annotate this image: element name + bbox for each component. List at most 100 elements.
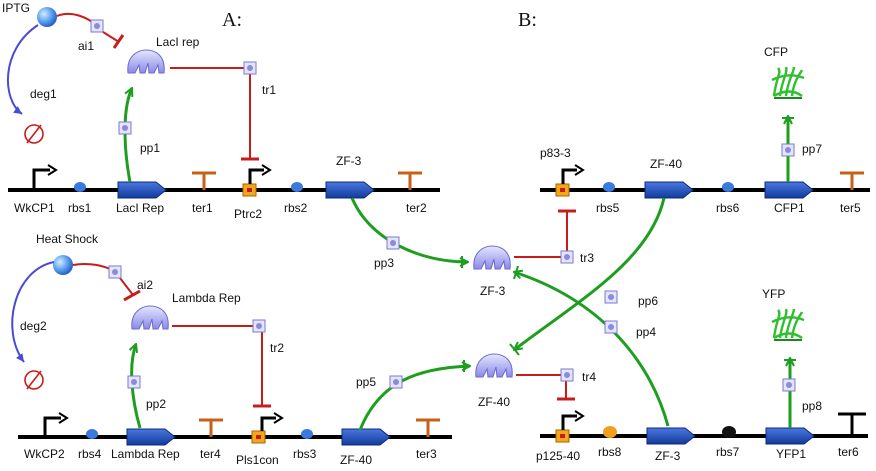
label-ptrc2: Ptrc2 (234, 207, 262, 221)
label-wkcp2: WkCP2 (24, 447, 65, 461)
cds-laci (117, 181, 167, 199)
terminator-ter1 (192, 171, 216, 190)
label-rbs5: rbs5 (596, 201, 620, 215)
label-zf40-protein: ZF-40 (478, 395, 510, 409)
pp7-node (781, 143, 795, 157)
tr1-repression (170, 67, 251, 158)
terminator-ter3 (416, 418, 440, 437)
promoter-wkcp1 (32, 168, 50, 190)
deg2-arrow (11, 261, 55, 363)
terminator-ter2 (398, 171, 422, 190)
label-zf40-b: ZF-40 (650, 157, 682, 171)
rbs5 (603, 182, 615, 192)
pp1-arrow (123, 88, 134, 183)
heat-shock-molecule (53, 255, 73, 275)
label-cfp: CFP (764, 45, 788, 59)
degradation-icon-2 (24, 370, 44, 390)
label-zf3-b: ZF-3 (655, 449, 681, 463)
label-pls1con: Pls1con (236, 453, 279, 467)
label-pp7: pp7 (802, 142, 822, 156)
pp5-node (389, 375, 403, 389)
tr3-repression (514, 212, 568, 258)
zf3-protein (473, 245, 511, 270)
deg1-arrow (6, 24, 39, 115)
label-pp3: pp3 (374, 256, 394, 270)
cds-zf3-b (646, 427, 696, 445)
label-rbs7: rbs7 (716, 445, 740, 459)
cds-cfp1 (764, 181, 814, 199)
label-ter6: ter6 (838, 445, 859, 459)
iptg-molecule (37, 7, 57, 27)
cds-zf40-b (644, 181, 694, 199)
promoter-p83-3 (561, 168, 577, 184)
cfp-fluorescent-protein (770, 65, 806, 100)
label-yfp1: YFP1 (776, 447, 806, 461)
label-rbs6: rbs6 (716, 201, 740, 215)
label-zf3-cds: ZF-3 (336, 154, 362, 168)
label-laci-rep: LacI Rep (116, 201, 164, 215)
pp2-node (127, 375, 141, 389)
zf40-protein (475, 353, 513, 378)
label-tr2: tr2 (270, 341, 284, 355)
label-rbs1: rbs1 (68, 201, 92, 215)
label-lambda-protein: Lambda Rep (172, 291, 241, 305)
tr1-node (243, 61, 257, 75)
label-ter5: ter5 (840, 201, 861, 215)
label-yfp: YFP (762, 287, 785, 301)
label-wkcp1: WkCP1 (14, 201, 55, 215)
ai1-node (90, 19, 104, 33)
label-rbs3: rbs3 (293, 447, 317, 461)
label-lambda-rep: Lambda Rep (111, 447, 180, 461)
laci-protein (127, 49, 165, 74)
label-iptg: IPTG (2, 1, 30, 15)
label-p125-40: p125-40 (536, 449, 580, 463)
tr2-repression (172, 325, 263, 405)
pp5-arrow (358, 366, 470, 431)
cds-yfp1 (765, 427, 815, 445)
terminator-ter5 (840, 171, 864, 190)
rbs7 (722, 426, 736, 438)
panel-a-label: A: (222, 9, 242, 31)
label-rbs2: rbs2 (284, 201, 308, 215)
promoter-pls1con (260, 416, 276, 431)
label-zf3-protein: ZF-3 (480, 284, 506, 298)
tr4-repression (516, 374, 567, 398)
label-ter4: ter4 (200, 447, 221, 461)
ai2-repression (119, 277, 134, 296)
rbs3 (301, 429, 313, 439)
label-zf40-cds: ZF-40 (340, 453, 372, 467)
pp3-node (386, 236, 400, 250)
pp1-node (118, 121, 132, 135)
label-p83-3: p83-3 (540, 146, 571, 160)
terminator-ter6 (838, 412, 866, 436)
label-tr4: tr4 (582, 370, 596, 384)
promoter-wkcp2 (43, 416, 61, 437)
rbs4 (86, 429, 98, 439)
label-deg1: deg1 (30, 87, 57, 101)
ai1-repression (102, 31, 120, 43)
pp6-node (604, 290, 618, 304)
promoter-p125-40 (561, 414, 577, 430)
yfp-fluorescent-protein (770, 307, 806, 342)
label-tr1: tr1 (262, 83, 276, 97)
panel-b-label: B: (518, 9, 537, 31)
label-rbs8: rbs8 (598, 445, 622, 459)
cds-zf40 (341, 428, 391, 446)
rbs2 (291, 182, 303, 192)
pp4-arrow (514, 272, 670, 427)
rbs6 (722, 182, 734, 192)
tr2-node (252, 319, 266, 333)
promoter-arrow-icon (47, 164, 58, 176)
rbs1 (74, 182, 86, 192)
label-cfp1: CFP1 (774, 201, 805, 215)
promoter-ptrc2 (248, 168, 264, 184)
rbs8 (603, 426, 617, 438)
pp8-node (782, 378, 796, 392)
label-pp8: pp8 (802, 399, 822, 413)
label-pp2: pp2 (146, 397, 166, 411)
pp4-node (604, 320, 618, 334)
degradation-icon-1 (24, 124, 44, 144)
label-pp5: pp5 (356, 375, 376, 389)
cds-lambda (126, 428, 176, 446)
